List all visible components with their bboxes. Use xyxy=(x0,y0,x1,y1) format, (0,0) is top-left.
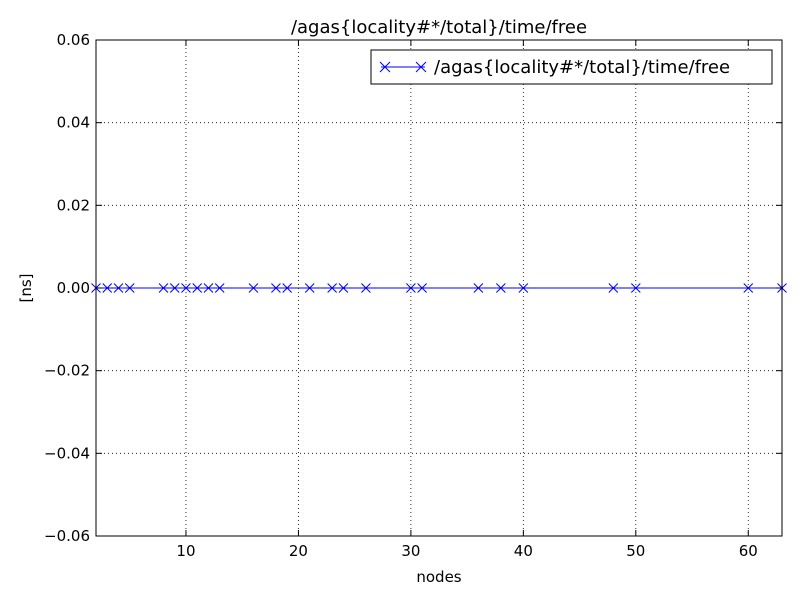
y-tick-label: 0.06 xyxy=(57,31,90,49)
data-point-marker xyxy=(158,283,169,293)
x-tick-label: 30 xyxy=(401,542,420,560)
data-point-marker xyxy=(495,283,506,293)
data-point-marker xyxy=(102,283,113,293)
data-point-marker xyxy=(630,283,641,293)
data-point-marker xyxy=(192,283,203,293)
data-point-marker xyxy=(743,283,754,293)
series-layer xyxy=(91,283,787,293)
data-point-marker xyxy=(271,283,281,293)
y-tick-label: 0.04 xyxy=(57,114,90,132)
chart-title: /agas{locality#*/total}/time/free xyxy=(291,17,587,38)
legend-box xyxy=(370,49,773,85)
x-tick-label: 20 xyxy=(289,542,308,560)
x-tick-label: 60 xyxy=(739,542,758,560)
data-point-marker xyxy=(214,283,225,293)
y-tick-label: 0.00 xyxy=(57,279,90,297)
ticks: 10 20 30 40 50 60 −0.06 −0.04 −0.02 0.00 0.02 0.04 0… xyxy=(44,31,782,560)
data-point-marker xyxy=(248,283,259,293)
y-tick-label: −0.04 xyxy=(44,444,90,462)
x-axis-label: nodes xyxy=(416,568,461,586)
legend: /agas{locality#*/total}/time/free xyxy=(370,49,773,85)
data-point-marker xyxy=(169,283,180,293)
data-point-marker xyxy=(113,283,124,293)
y-tick-label: −0.06 xyxy=(44,527,90,545)
data-point-marker xyxy=(338,283,349,293)
data-point-marker xyxy=(518,283,529,293)
data-point-marker xyxy=(124,283,135,293)
data-point-marker xyxy=(181,283,191,293)
y-tick-label: −0.02 xyxy=(44,362,90,380)
data-point-marker xyxy=(473,283,484,293)
data-point-marker xyxy=(608,283,619,293)
x-tick-label: 10 xyxy=(176,542,195,560)
x-tick-label: 50 xyxy=(626,542,645,560)
data-point-marker xyxy=(417,283,427,293)
data-point-marker xyxy=(304,283,315,293)
legend-entry-label: /agas{locality#*/total}/time/free xyxy=(434,57,730,78)
data-point-marker xyxy=(203,283,214,293)
data-point-marker xyxy=(361,283,371,293)
legend-marker-icon xyxy=(379,61,427,73)
y-axis-label: [ns] xyxy=(17,273,35,302)
data-point-marker xyxy=(282,283,293,293)
y-tick-label: 0.02 xyxy=(57,196,90,214)
data-point-marker xyxy=(406,283,416,293)
x-tick-label: 40 xyxy=(514,542,533,560)
data-point-marker xyxy=(327,283,338,293)
